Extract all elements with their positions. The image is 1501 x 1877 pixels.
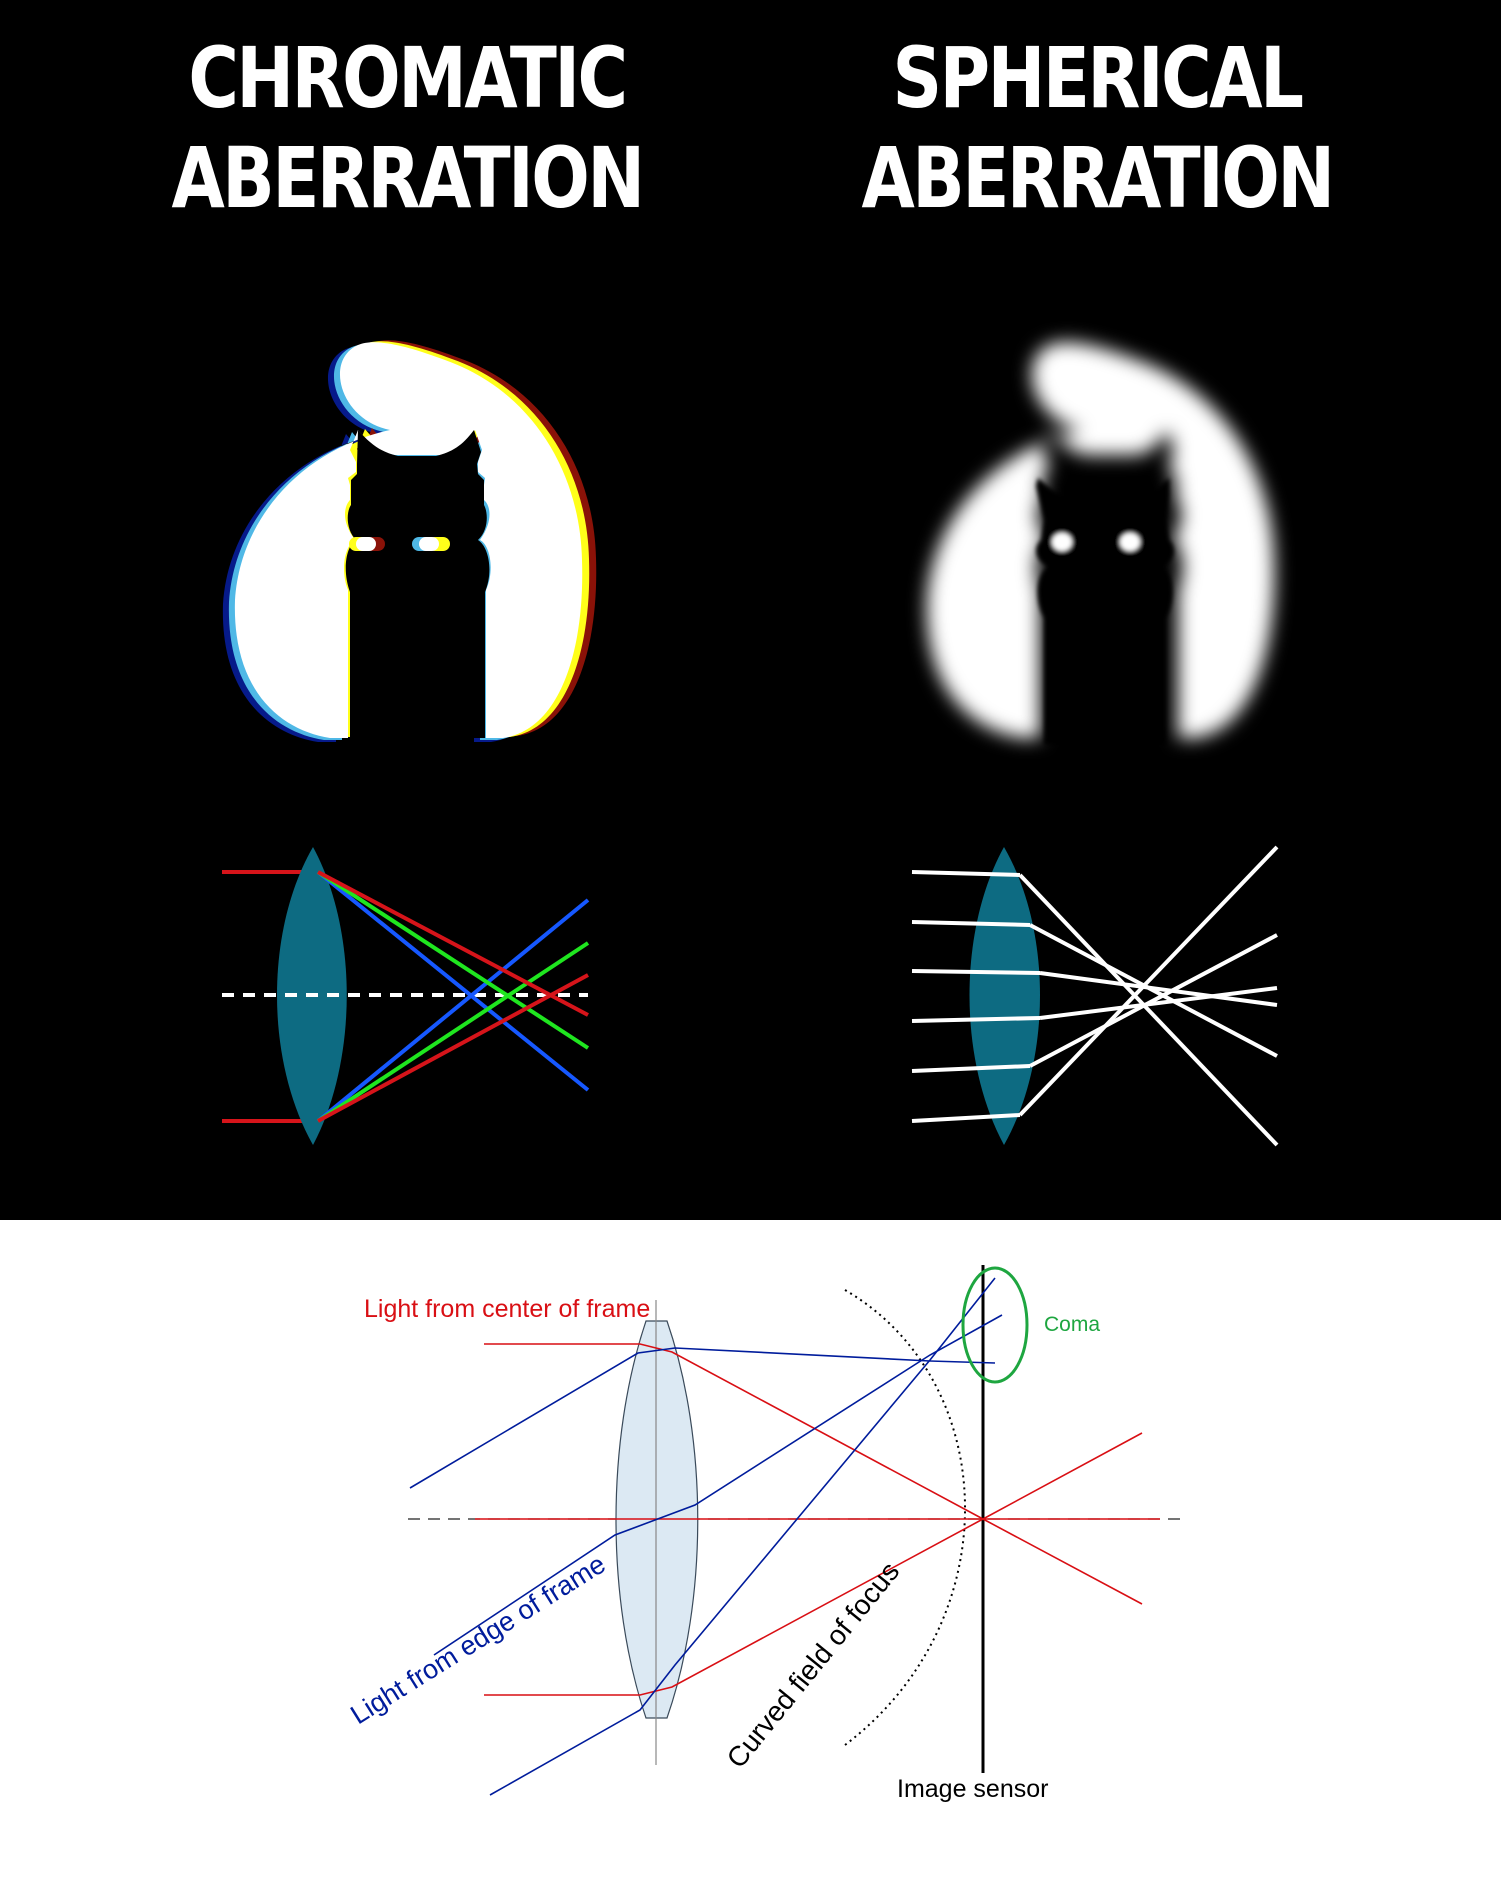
blue-rays: [409, 1277, 1003, 1796]
title-spherical: SPHERICAL ABERRATION: [843, 28, 1351, 228]
label-light-center: Light from center of frame: [364, 1295, 650, 1323]
title-chromatic-line-1: CHROMATIC: [188, 29, 628, 127]
cat-silhouette-icon: [345, 430, 490, 738]
chromatic-lens-diagram: [222, 847, 590, 1145]
label-curved-field: Curved field of focus: [721, 1556, 906, 1774]
spherical-lens-diagram: [911, 845, 1279, 1147]
title-spherical-line-1: SPHERICAL: [892, 29, 1304, 127]
curved-field-of-focus: [844, 1289, 966, 1746]
spherical-cat-flame: [926, 342, 1275, 745]
title-spherical-line-2: ABERRATION: [861, 129, 1335, 227]
dispersed-rays: [316, 870, 590, 1123]
title-chromatic-line-2: ABERRATION: [171, 129, 645, 227]
label-light-edge: Light from edge of frame: [345, 1549, 610, 1730]
coma-highlight-ellipse: [961, 1266, 1029, 1384]
title-chromatic: CHROMATIC ABERRATION: [153, 28, 661, 228]
red-rays: [475, 1343, 1160, 1696]
cat-silhouette-icon: [1036, 478, 1174, 745]
coma-diagram: Light from center of frame Coma Light fr…: [345, 1265, 1185, 1803]
lens-spherical: [969, 847, 1040, 1145]
chromatic-cat-flame: [222, 340, 597, 742]
cat-eyes-chromatic: [349, 537, 450, 551]
label-coma: Coma: [1044, 1313, 1100, 1336]
label-image-sensor: Image sensor: [897, 1775, 1048, 1803]
spherical-rays: [911, 845, 1279, 1147]
